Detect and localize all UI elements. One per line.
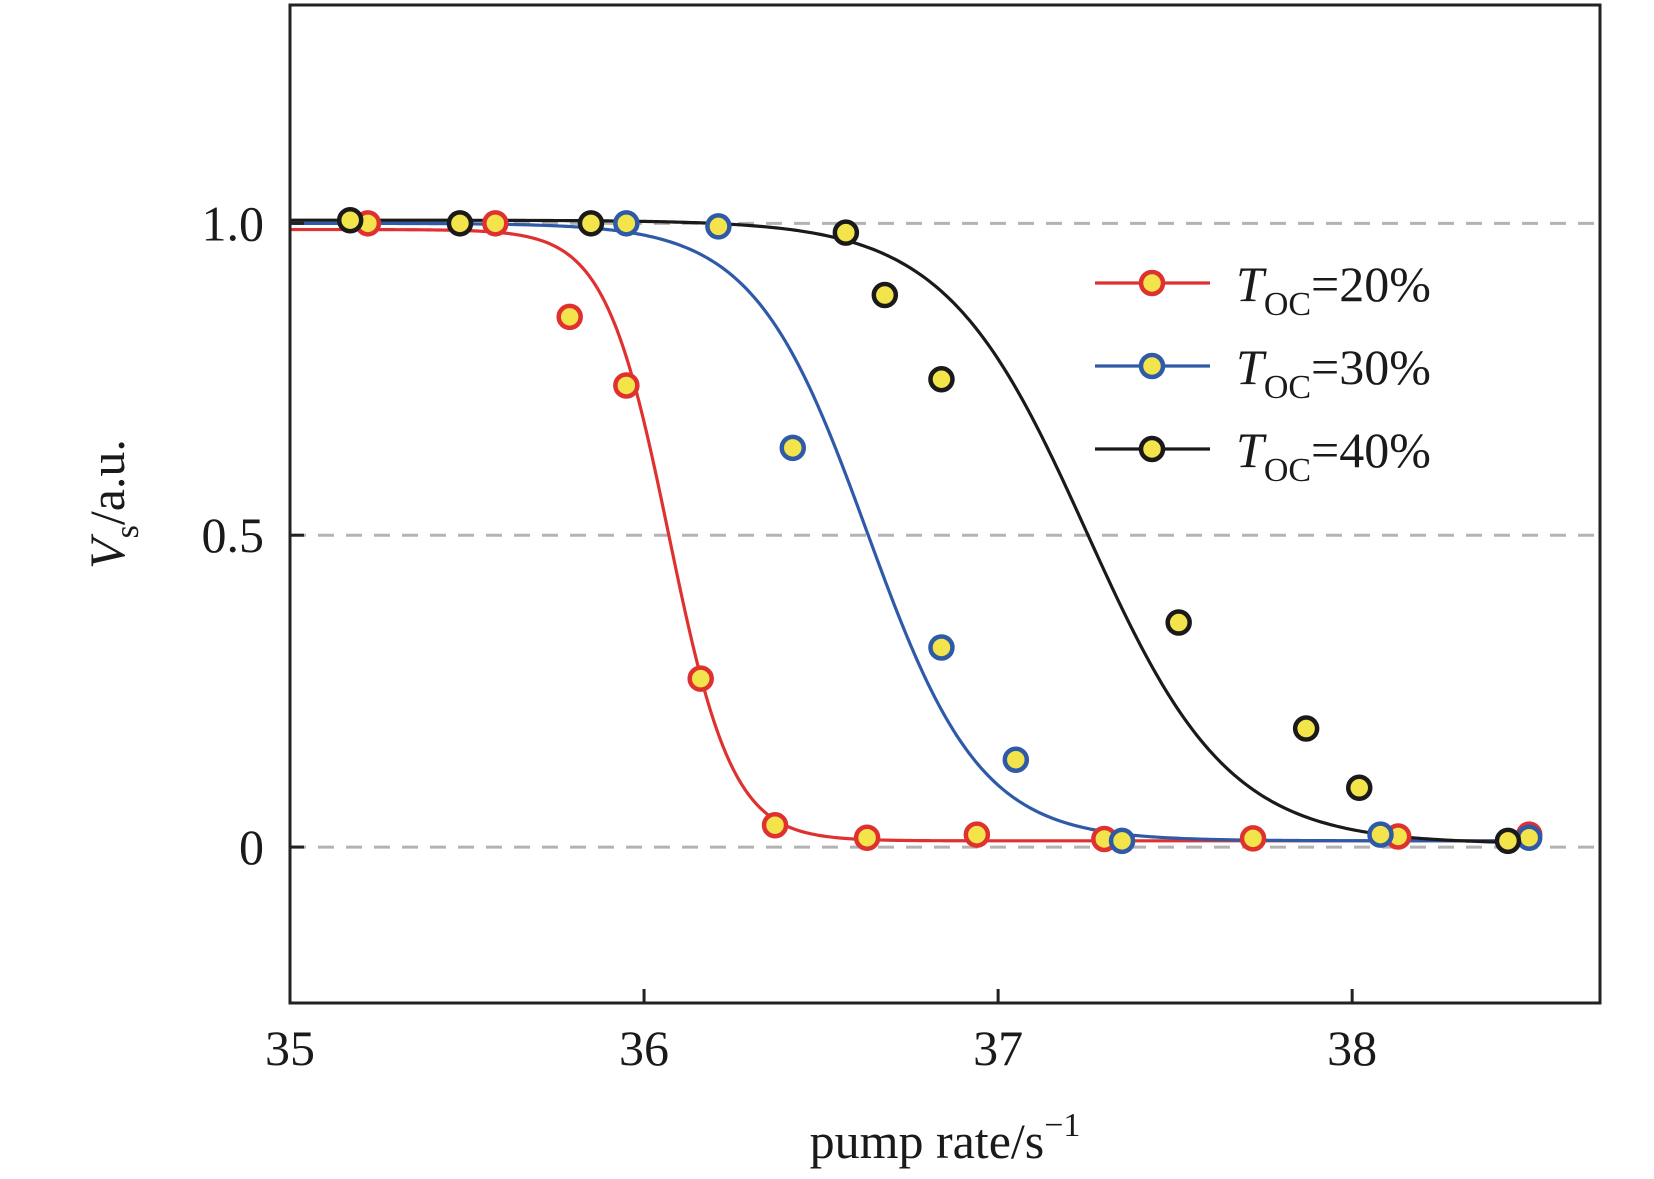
legend: TOC=20%TOC=30%TOC=40% [1095, 256, 1431, 489]
data-point-series-3 [1292, 715, 1320, 742]
data-point-series-1 [613, 372, 640, 399]
x-tick-label: 35 [265, 1020, 315, 1076]
x-axis-title: pump rate/s−1 [810, 1107, 1081, 1169]
y-axis-title-rest: /a.u. [79, 439, 135, 525]
legend-label-rest: =20% [1311, 256, 1431, 312]
y-axis-title: Vs/a.u. [79, 439, 146, 569]
data-point-series-1 [687, 665, 714, 692]
data-point-series-3 [871, 281, 899, 309]
data-points [336, 206, 1543, 855]
plot-frame [288, 3, 1602, 1005]
fit-curves [290, 218, 1537, 845]
x-tick-label: 36 [619, 1020, 669, 1076]
x-tick-label: 38 [1327, 1020, 1377, 1076]
legend-marker-series-3 [1138, 435, 1166, 463]
data-point-series-1 [853, 824, 881, 851]
data-point-series-2 [705, 213, 732, 240]
y-axis-title-main: V [79, 533, 135, 569]
legend-label-series-2: TOC=30% [1236, 339, 1431, 406]
data-point-series-1 [482, 210, 509, 237]
legend-label-series-3: TOC=40% [1236, 422, 1431, 489]
legend-label-main: T [1236, 422, 1267, 478]
legend-label-sub: OC [1264, 452, 1311, 489]
data-point-series-3 [928, 366, 955, 393]
y-tick-label: 0.5 [202, 507, 265, 563]
data-point-series-3 [577, 210, 605, 237]
data-point-series-3 [832, 219, 860, 246]
data-point-series-2 [779, 434, 807, 462]
grid-layer [290, 221, 1600, 849]
data-point-series-2 [1108, 827, 1136, 855]
x-axis-title-sup: −1 [1044, 1107, 1080, 1144]
legend-label-sub: OC [1264, 286, 1311, 323]
data-point-series-2 [1367, 821, 1394, 848]
data-point-series-3 [446, 210, 474, 237]
data-point-series-3 [1345, 774, 1373, 802]
data-point-series-2 [928, 634, 955, 661]
data-point-series-1 [556, 303, 583, 331]
data-point-series-3 [336, 206, 364, 234]
legend-marker-series-2 [1138, 352, 1166, 380]
data-point-series-1 [1239, 825, 1267, 852]
data-point-series-3 [1165, 609, 1192, 636]
legend-label-main: T [1236, 339, 1267, 395]
x-tick-label: 37 [973, 1020, 1023, 1076]
y-tick-label: 1.0 [202, 195, 265, 251]
legend-label-sub: OC [1264, 369, 1311, 406]
fit-curve-series-3 [290, 218, 1537, 845]
data-point-series-1 [761, 811, 789, 839]
legend-label-main: T [1236, 256, 1267, 312]
axis-ticks: 35 36 37 38 0 0.5 1.0 [202, 195, 1378, 1076]
data-point-series-1 [963, 821, 991, 848]
data-point-series-3 [1494, 827, 1522, 855]
data-point-series-2 [613, 210, 640, 237]
y-axis-title-sub: s [109, 525, 146, 538]
legend-label-series-1: TOC=20% [1236, 256, 1431, 323]
y-tick-label: 0 [239, 819, 264, 875]
data-point-series-2 [1515, 824, 1543, 851]
legend-label-rest: =30% [1311, 339, 1431, 395]
legend-label-rest: =40% [1311, 422, 1431, 478]
fit-curve-series-2 [290, 221, 1537, 843]
x-axis-title-text: pump rate/s [810, 1113, 1045, 1169]
legend-marker-series-1 [1138, 269, 1166, 297]
data-point-series-2 [1002, 746, 1030, 773]
